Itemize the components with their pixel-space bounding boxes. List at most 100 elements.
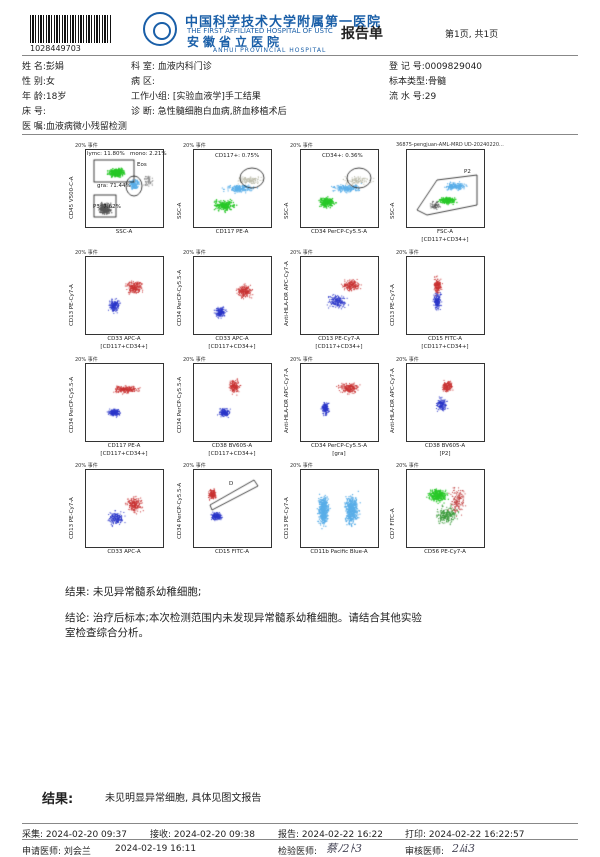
gate-label: P2: [464, 169, 471, 175]
plot-y-axis-label: Anti-HLA-DR APC-Cy7-A: [390, 368, 396, 433]
plot-event-label: 20% 事件: [183, 250, 206, 256]
plot-event-label: 20% 事件: [396, 250, 419, 256]
final-result-text: 未见明显异常细胞, 具体见图文报告: [105, 793, 262, 804]
flow-plot-dots: [194, 364, 271, 441]
plot-y-axis-label: CD13 PE-Cy7-A: [284, 497, 290, 539]
reviewer-signature: 2ﾑi3: [452, 842, 476, 855]
plot-event-label: 20% 事件: [75, 143, 98, 149]
plot-x-axis-label: CD13 PE-Cy7-A: [318, 336, 360, 342]
plot-x-axis-label: CD34 PerCP-Cy5.5-A: [310, 443, 368, 449]
flow-plot-2: [193, 149, 272, 228]
flow-plot-dots: [407, 364, 484, 441]
print-time: 打印: 2024-02-22 16:22:57: [405, 830, 525, 840]
flow-plot-dots: [86, 257, 163, 334]
hospital-name-cn: 中国科学技术大学附属第一医院: [185, 15, 382, 30]
result-line: 结果: 未见异常髓系幼稚细胞;: [65, 586, 202, 598]
plot-gate-label: [CD117+CD34+]: [315, 344, 363, 350]
flow-plot-dots: [407, 257, 484, 334]
flow-plot-dots: [301, 150, 378, 227]
report-title: 报告单: [341, 26, 383, 42]
receive-time: 接收: 2024-02-20 09:38: [150, 830, 255, 840]
flow-plot-16: [406, 469, 485, 548]
plot-gate-label: [gra]: [332, 451, 346, 457]
flow-plot-dots: [301, 470, 378, 547]
plot-gate-label: [CD117+CD34+]: [100, 344, 148, 350]
plot-y-axis-label: CD34 PerCP-Cy5.5-A: [177, 482, 183, 539]
gate-label: Eos: [137, 162, 147, 168]
gate-label: CD34+: 0.36%: [322, 153, 363, 159]
gate-label: gra: 71.44%: [97, 183, 131, 189]
plot-event-label: 36875-pengjuan-AML-MRD UD-20240220...: [396, 142, 504, 148]
flow-plot-4: [406, 149, 485, 228]
flow-plot-dots: [194, 150, 271, 227]
collect-time: 采集: 2024-02-20 09:37: [22, 830, 127, 840]
plot-gate-label: [CD117+CD34+]: [208, 451, 256, 457]
plot-event-label: 20% 事件: [75, 250, 98, 256]
report-time: 报告: 2024-02-22 16:22: [278, 830, 383, 840]
flow-plot-3: [300, 149, 379, 228]
barcode-number: 1028449703: [30, 44, 81, 53]
plot-event-label: 20% 事件: [183, 143, 206, 149]
plot-event-label: 20% 事件: [183, 357, 206, 363]
plot-event-label: 20% 事件: [290, 143, 313, 149]
tester-label: 检验医师:: [278, 847, 318, 857]
plot-y-axis-label: SSC-A: [177, 202, 183, 219]
hospital-name-cn2: 安徽省立医院: [187, 35, 284, 49]
patient-department: 科 室: 血液内科门诊: [131, 62, 212, 72]
plot-x-axis-label: CD33 APC-A: [215, 336, 249, 342]
plot-x-axis-label: CD15 FITC-A: [214, 549, 250, 555]
requesting-doctor: 申请医师: 刘会兰: [22, 847, 91, 857]
header-divider: [22, 55, 578, 56]
plot-event-label: 20% 事件: [75, 357, 98, 363]
footer-divider: [22, 823, 578, 824]
hospital-name-en: THE FIRST AFFILIATED HOSPITAL OF USTC: [187, 27, 333, 35]
patient-specimen: 标本类型:骨髓: [389, 77, 447, 87]
gate-label: mono: 2.21%: [130, 151, 167, 157]
plot-gate-label: [CD117+CD34+]: [421, 237, 469, 243]
hospital-name-en2: ANHUI PROVINCIAL HOSPITAL: [213, 47, 327, 54]
plot-event-label: 20% 事件: [290, 250, 313, 256]
flow-plot-dots: [407, 470, 484, 547]
patient-advice: 医 嘱:血液病微小残留检测: [22, 122, 127, 132]
request-time: 2024-02-19 16:11: [115, 844, 197, 854]
plot-x-axis-label: CD38 BV605-A: [211, 443, 253, 449]
reviewer-label: 审核医师:: [405, 847, 445, 857]
plot-y-axis-label: CD45 V500-C-A: [69, 176, 75, 219]
flow-plot-11: [300, 363, 379, 442]
patient-name: 姓 名:彭娟: [22, 62, 64, 72]
footer-divider-2: [22, 839, 578, 840]
plot-y-axis-label: SSC-A: [390, 202, 396, 219]
final-result-label: 结果:: [42, 792, 74, 807]
flow-plot-8: [406, 256, 485, 335]
flow-cytometry-plot-grid: 20% 事件 SSC-A CD45 V500-C-A lymc: 11.80% mono…: [69, 142, 504, 555]
plot-gate-label: [CD117+CD34+]: [100, 451, 148, 457]
flow-plot-dots: [194, 470, 271, 547]
plot-gate-label: [CD117+CD34+]: [208, 344, 256, 350]
gate-label: lymc: 11.80%: [87, 151, 125, 157]
patient-ward: 病 区:: [131, 77, 155, 87]
info-divider: [22, 134, 578, 135]
patient-diagnosis: 诊 断: 急性髓细胞白血病,脐血移植术后: [131, 107, 287, 117]
plot-event-label: 20% 事件: [290, 357, 313, 363]
plot-event-label: 20% 事件: [396, 463, 419, 469]
tester-signature: 蔡ﾉ2ﾄ3: [326, 842, 362, 855]
flow-plot-10: [193, 363, 272, 442]
flow-plot-1: [85, 149, 164, 228]
flow-plot-5: [85, 256, 164, 335]
gate-label: CD117+: 0.75%: [215, 153, 260, 159]
plot-y-axis-label: CD13 PE-Cy7-A: [390, 284, 396, 326]
flow-plot-13: [85, 469, 164, 548]
flow-plot-12: [406, 363, 485, 442]
flow-plot-dots: [194, 257, 271, 334]
plot-x-axis-label: SSC-A: [115, 229, 133, 235]
plot-y-axis-label: Anti-HLA-DR APC-Cy7-A: [284, 261, 290, 326]
plot-x-axis-label: CD15 FITC-A: [427, 336, 463, 342]
plot-gate-label: [CD117+CD34+]: [421, 344, 469, 350]
flow-plot-14: [193, 469, 272, 548]
barcode: [30, 15, 112, 43]
plot-y-axis-label: CD34 PerCP-Cy5.5-A: [177, 376, 183, 433]
flow-plot-dots: [301, 257, 378, 334]
hospital-logo-icon: [143, 12, 177, 46]
conclusion-line-1: 结论: 治疗后标本;本次检测范围内未发现异常髓系幼稚细胞。请结合其他实验: [65, 612, 422, 624]
conclusion-line-2: 室检查综合分析。: [65, 627, 149, 639]
